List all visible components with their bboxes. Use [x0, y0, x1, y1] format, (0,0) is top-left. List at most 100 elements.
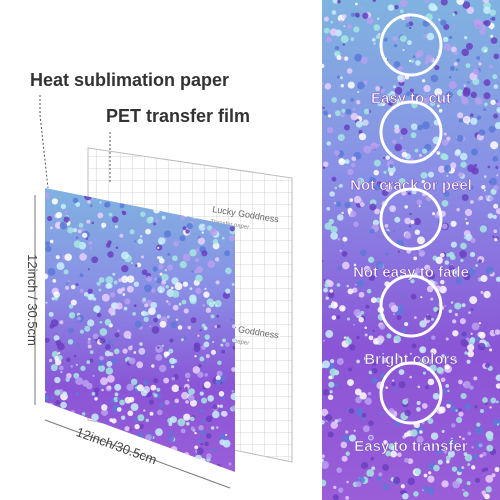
sparkle [484, 362, 490, 368]
sparkle [410, 220, 415, 225]
sparkle [408, 225, 412, 228]
sparkle [445, 383, 450, 388]
sparkle [65, 377, 68, 380]
sparkle [51, 297, 55, 301]
sparkle [143, 409, 146, 412]
sparkle [111, 216, 119, 223]
sparkle [451, 448, 454, 451]
sparkle [478, 278, 482, 282]
sparkle [107, 251, 114, 258]
sparkle [467, 463, 471, 466]
sparkle [414, 148, 419, 153]
sparkle [356, 359, 360, 364]
sparkle [368, 274, 376, 281]
sparkle [462, 88, 471, 97]
sparkle [341, 306, 345, 310]
sparkle [398, 369, 405, 376]
glitter [45, 188, 235, 472]
sparkle [87, 319, 95, 327]
sparkle [214, 257, 220, 262]
sparkle [203, 225, 207, 229]
sparkle [441, 223, 448, 230]
sparkle [360, 461, 369, 470]
sparkle [66, 372, 72, 379]
sparkle [329, 191, 335, 197]
sparkle [438, 447, 442, 451]
sparkle [75, 236, 79, 240]
sparkle [409, 352, 412, 355]
sparkle [376, 335, 385, 344]
sparkle [410, 279, 415, 284]
sparkle [136, 384, 144, 392]
sparkle [464, 217, 467, 220]
sparkle [159, 258, 165, 264]
sparkle [157, 285, 165, 294]
sparkle [87, 288, 93, 294]
sparkle [156, 314, 162, 319]
sparkle [112, 272, 116, 276]
sparkle [205, 354, 210, 359]
sparkle [210, 426, 215, 430]
sparkle [156, 393, 162, 399]
sparkle [361, 121, 366, 126]
sparkle [99, 201, 102, 204]
sparkle [92, 333, 99, 340]
sparkle [341, 251, 348, 257]
sparkle [461, 48, 469, 57]
sparkle [68, 312, 76, 319]
sparkle [182, 226, 187, 231]
sparkle [428, 171, 434, 178]
sparkle [94, 387, 100, 393]
sparkle [216, 426, 219, 429]
sparkle [473, 68, 480, 75]
sparkle [411, 343, 417, 349]
sparkle [173, 240, 180, 247]
sparkle [65, 357, 71, 363]
sparkle [409, 26, 412, 30]
sparkle [199, 356, 205, 362]
sparkle [163, 230, 172, 238]
sparkle [368, 176, 377, 185]
sparkle [441, 354, 446, 359]
sparkle [353, 429, 356, 432]
sparkle [463, 87, 468, 91]
sparkle [339, 249, 342, 252]
sparkle [55, 339, 62, 346]
sparkle [452, 330, 459, 337]
sparkle [405, 397, 409, 402]
sparkle [463, 491, 469, 497]
sparkle [478, 259, 482, 264]
sparkle [465, 63, 471, 69]
sparkle [392, 476, 401, 485]
sparkle [370, 297, 377, 304]
sparkle [79, 329, 85, 334]
sparkle [407, 40, 412, 46]
sparkle [482, 452, 487, 457]
sparkle [466, 481, 471, 486]
sparkle [157, 346, 160, 349]
sparkle [86, 360, 91, 365]
sparkle [63, 269, 69, 275]
sparkle [363, 80, 368, 85]
sparkle [444, 268, 448, 271]
sparkle [436, 151, 441, 155]
sparkle [390, 305, 399, 313]
sparkle [345, 496, 350, 500]
sparkle [101, 408, 109, 417]
sparkle [140, 211, 146, 217]
sparkle [350, 112, 359, 121]
sparkle [188, 394, 195, 402]
sparkle [443, 165, 452, 173]
sparkle [371, 37, 376, 42]
sparkle [59, 320, 64, 325]
sparkle [488, 125, 496, 133]
sparkle [141, 255, 144, 259]
sparkle [343, 336, 347, 339]
sparkle [105, 242, 111, 248]
sparkle [143, 316, 149, 322]
sparkle [155, 277, 162, 284]
sparkle [416, 407, 421, 412]
sparkle [323, 278, 326, 281]
sparkle [470, 332, 473, 335]
sparkle [416, 435, 424, 444]
